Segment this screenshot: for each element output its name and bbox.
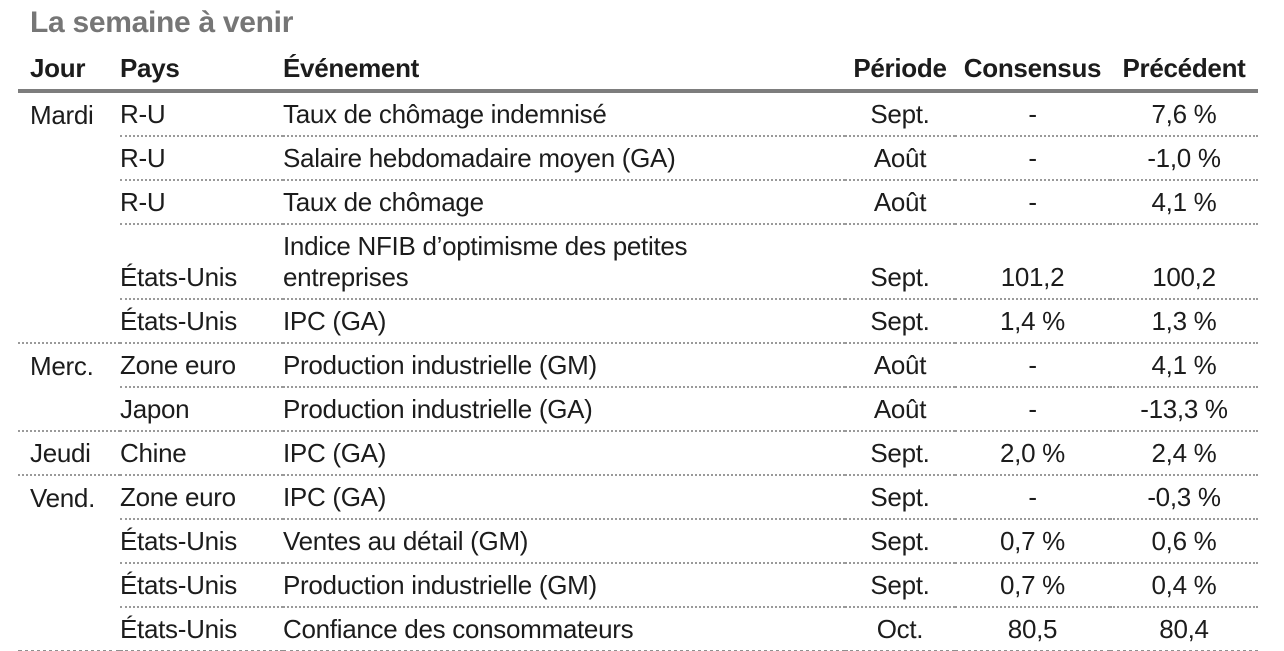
cell-pays: R-U xyxy=(120,136,283,181)
cell-evenement: Taux de chômage xyxy=(283,180,845,225)
cell-consensus: - xyxy=(955,91,1110,137)
cell-consensus: 1,4 % xyxy=(955,299,1110,344)
cell-consensus: - xyxy=(955,387,1110,432)
cell-precedent: 0,6 % xyxy=(1110,519,1258,564)
table-header: Jour Pays Événement Période Consensus Pr… xyxy=(18,43,1258,93)
cell-pays: R-U xyxy=(120,180,283,225)
cell-periode: Sept. xyxy=(845,519,955,564)
table-row: États-Unis Ventes au détail (GM) Sept. 0… xyxy=(18,519,1258,564)
cell-consensus: - xyxy=(955,180,1110,225)
cell-periode: Août xyxy=(845,387,955,432)
table-row: Vend. Zone euro IPC (GA) Sept. - -0,3 % xyxy=(18,475,1258,520)
cell-evenement: Production industrielle (GA) xyxy=(283,387,845,432)
cell-jour: Vend. xyxy=(30,483,96,513)
cell-precedent: 80,4 xyxy=(1110,607,1258,651)
cell-pays: États-Unis xyxy=(120,224,283,300)
cell-periode: Sept. xyxy=(845,299,955,344)
cell-evenement: Taux de chômage indemnisé xyxy=(283,91,845,137)
cell-consensus: 0,7 % xyxy=(955,563,1110,608)
cell-jour xyxy=(18,180,120,224)
cell-jour: Jeudi xyxy=(18,431,120,476)
cell-pays: Zone euro xyxy=(120,343,283,388)
col-header-precedent: Précédent xyxy=(1110,43,1258,93)
cell-precedent: -0,3 % xyxy=(1110,475,1258,520)
cell-evenement: Indice NFIB d’optimisme des petites entr… xyxy=(283,224,845,300)
cell-periode: Sept. xyxy=(845,563,955,608)
cell-precedent: 4,1 % xyxy=(1110,180,1258,225)
cell-evenement: IPC (GA) xyxy=(283,299,845,344)
table-row: États-Unis Confiance des consommateurs O… xyxy=(18,607,1258,651)
cell-precedent: -1,0 % xyxy=(1110,136,1258,181)
cell-periode: Sept. xyxy=(845,431,955,476)
cell-evenement: Production industrielle (GM) xyxy=(283,343,845,388)
cell-pays: États-Unis xyxy=(120,299,283,344)
cell-periode: Sept. xyxy=(845,91,955,137)
table-row: R-U Taux de chômage Août - 4,1 % xyxy=(18,180,1258,225)
table-row: États-Unis Production industrielle (GM) … xyxy=(18,563,1258,608)
cell-pays: États-Unis xyxy=(120,607,283,651)
cell-jour xyxy=(18,607,120,651)
cell-consensus: - xyxy=(955,343,1110,388)
cell-periode: Sept. xyxy=(845,475,955,520)
cell-precedent: 0,4 % xyxy=(1110,563,1258,608)
table-body: Mardi R-U Taux de chômage indemnisé Sept… xyxy=(18,91,1258,651)
cell-jour xyxy=(18,519,120,563)
cell-periode: Août xyxy=(845,343,955,388)
cell-periode: Sept. xyxy=(845,224,955,300)
cell-evenement: Ventes au détail (GM) xyxy=(283,519,845,564)
economic-calendar-table: Jour Pays Événement Période Consensus Pr… xyxy=(18,43,1258,651)
cell-precedent: 7,6 % xyxy=(1110,91,1258,137)
cell-precedent: 2,4 % xyxy=(1110,431,1258,476)
cell-precedent: 1,3 % xyxy=(1110,299,1258,344)
cell-consensus: 0,7 % xyxy=(955,519,1110,564)
cell-pays: R-U xyxy=(120,91,283,137)
table-row: R-U Salaire hebdomadaire moyen (GA) Août… xyxy=(18,136,1258,181)
cell-evenement: Confiance des consommateurs xyxy=(283,607,845,651)
cell-pays: Chine xyxy=(120,431,283,476)
col-header-consensus: Consensus xyxy=(955,43,1110,93)
cell-consensus: 2,0 % xyxy=(955,431,1110,476)
cell-periode: Oct. xyxy=(845,607,955,651)
cell-evenement: IPC (GA) xyxy=(283,475,845,520)
cell-periode: Août xyxy=(845,136,955,181)
cell-evenement: Salaire hebdomadaire moyen (GA) xyxy=(283,136,845,181)
cell-precedent: 4,1 % xyxy=(1110,343,1258,388)
cell-consensus: 101,2 xyxy=(955,224,1110,300)
cell-precedent: 100,2 xyxy=(1110,224,1258,300)
table-row: États-Unis IPC (GA) Sept. 1,4 % 1,3 % xyxy=(18,299,1258,344)
table-row: Merc. Zone euro Production industrielle … xyxy=(18,343,1258,388)
col-header-jour: Jour xyxy=(18,43,120,93)
col-header-evenement: Événement xyxy=(283,43,845,93)
cell-jour: Merc. xyxy=(30,351,94,381)
header-row: Jour Pays Événement Période Consensus Pr… xyxy=(18,43,1258,93)
cell-jour: Mardi xyxy=(30,100,94,130)
col-header-periode: Période xyxy=(845,43,955,93)
page-title: La semaine à venir xyxy=(30,6,294,39)
cell-pays: États-Unis xyxy=(120,519,283,564)
cell-jour xyxy=(18,563,120,607)
cell-jour xyxy=(18,136,120,180)
cell-pays: États-Unis xyxy=(120,563,283,608)
cell-jour xyxy=(18,224,120,299)
table-row: Mardi R-U Taux de chômage indemnisé Sept… xyxy=(18,91,1258,137)
cell-pays: Japon xyxy=(120,387,283,432)
cell-periode: Août xyxy=(845,180,955,225)
col-header-pays: Pays xyxy=(120,43,283,93)
cell-consensus: - xyxy=(955,136,1110,181)
cell-evenement: IPC (GA) xyxy=(283,431,845,476)
cell-evenement: Production industrielle (GM) xyxy=(283,563,845,608)
table-row: États-Unis Indice NFIB d’optimisme des p… xyxy=(18,224,1258,300)
cell-consensus: - xyxy=(955,475,1110,520)
cell-pays: Zone euro xyxy=(120,475,283,520)
table-row: Jeudi Chine IPC (GA) Sept. 2,0 % 2,4 % xyxy=(18,431,1258,476)
table-row: Japon Production industrielle (GA) Août … xyxy=(18,387,1258,432)
cell-precedent: -13,3 % xyxy=(1110,387,1258,432)
cell-consensus: 80,5 xyxy=(955,607,1110,651)
cell-jour xyxy=(18,299,120,344)
cell-jour xyxy=(18,387,120,432)
